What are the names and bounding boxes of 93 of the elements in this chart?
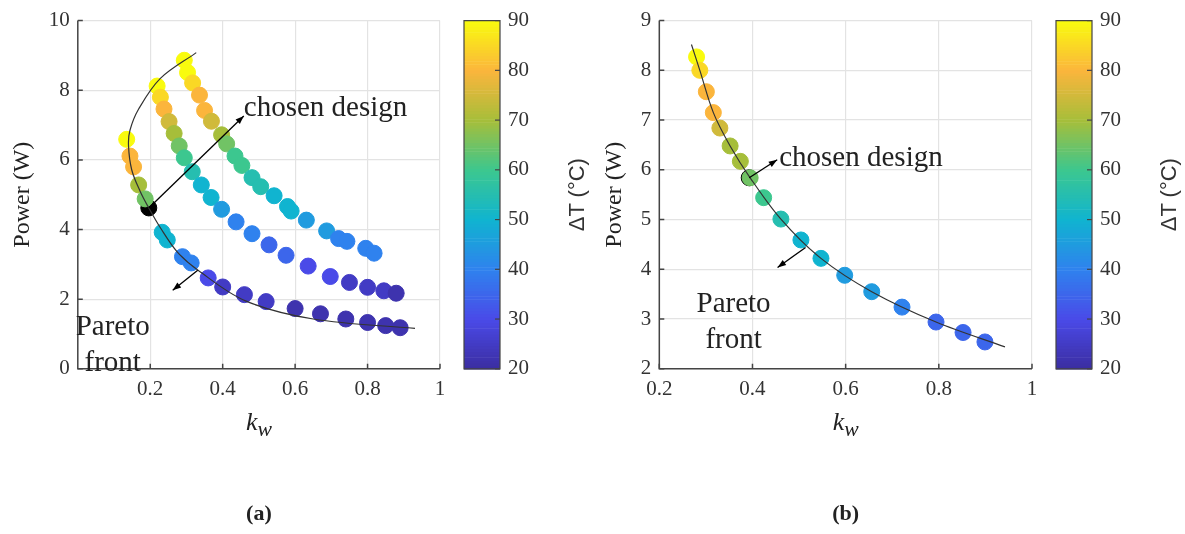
color-bar-label: 60 bbox=[1100, 156, 1121, 181]
point bbox=[125, 158, 143, 176]
point bbox=[192, 176, 210, 194]
point bbox=[721, 137, 739, 155]
color-bar-label: 50 bbox=[508, 206, 529, 231]
y-tick-label: 10 bbox=[48, 7, 70, 32]
annotation: chosen design bbox=[243, 89, 408, 122]
color-bar-label: 60 bbox=[508, 156, 529, 181]
point bbox=[359, 313, 377, 331]
y-tick-label: 8 bbox=[640, 56, 652, 81]
y-tick-label: 5 bbox=[640, 206, 652, 231]
point bbox=[118, 130, 136, 148]
point bbox=[136, 190, 154, 208]
x-tick-label: 0.8 bbox=[925, 375, 952, 400]
x-tick-label: 0.8 bbox=[354, 375, 381, 400]
point bbox=[731, 152, 749, 170]
point bbox=[183, 163, 201, 181]
point bbox=[927, 313, 945, 331]
color-bar-label: 80 bbox=[508, 56, 529, 81]
point bbox=[311, 305, 329, 323]
y-tick-label: 9 bbox=[640, 7, 652, 32]
point bbox=[233, 156, 251, 174]
y-axis-title: Power (W) bbox=[599, 141, 626, 248]
text: (a) bbox=[246, 500, 272, 526]
point bbox=[365, 244, 383, 262]
y-tick-label: 2 bbox=[59, 285, 70, 310]
color-bar-label: 30 bbox=[508, 305, 529, 330]
point bbox=[297, 211, 315, 229]
y-tick-label: 0 bbox=[59, 355, 70, 380]
point bbox=[158, 231, 176, 249]
point bbox=[338, 232, 356, 250]
y-tick-label: 6 bbox=[59, 146, 70, 171]
color-bar-label: 90 bbox=[1100, 7, 1121, 32]
point bbox=[697, 83, 715, 101]
color-bar-label: 70 bbox=[1100, 106, 1121, 131]
y-tick-label: 3 bbox=[640, 305, 652, 330]
point bbox=[321, 268, 339, 286]
x-tick-label: 0.6 bbox=[832, 375, 859, 400]
x-tick-label: 0.4 bbox=[209, 375, 237, 400]
y-axis-title: Power (W) bbox=[7, 141, 34, 248]
point bbox=[202, 188, 220, 206]
color-bar-title: ΔT (°C) bbox=[564, 158, 590, 232]
color-bar-label: 20 bbox=[508, 355, 529, 380]
x-tick-label: 0.6 bbox=[281, 375, 309, 400]
annotation: Pareto front bbox=[696, 286, 771, 355]
point bbox=[863, 283, 881, 301]
y-tick-label: 6 bbox=[640, 156, 652, 181]
point bbox=[286, 300, 304, 318]
color-bar-label: 80 bbox=[1100, 56, 1121, 81]
point bbox=[277, 246, 295, 264]
point bbox=[299, 257, 317, 275]
point bbox=[191, 86, 208, 104]
point bbox=[954, 323, 972, 341]
color-bar-label: 90 bbox=[508, 7, 529, 32]
point bbox=[359, 278, 377, 296]
point bbox=[318, 222, 336, 240]
point bbox=[213, 200, 231, 218]
point bbox=[184, 74, 202, 92]
annotation: chosen design bbox=[779, 139, 944, 172]
point bbox=[260, 236, 278, 254]
x-tick-label: 1 bbox=[1026, 375, 1038, 400]
y-tick-label: 4 bbox=[59, 216, 71, 241]
point bbox=[218, 135, 236, 153]
point bbox=[691, 61, 709, 79]
color-bar-label: 20 bbox=[1100, 355, 1121, 380]
point bbox=[202, 112, 220, 130]
point bbox=[155, 100, 173, 118]
color-bar-label: 30 bbox=[1100, 305, 1121, 330]
point bbox=[175, 149, 193, 167]
line-series bbox=[690, 43, 1006, 348]
x-axis-title: k$_{w}$ bbox=[245, 406, 272, 442]
point bbox=[391, 319, 409, 337]
x-tick-label: 0.2 bbox=[137, 375, 164, 400]
point bbox=[252, 178, 270, 196]
point bbox=[340, 273, 358, 291]
color-bar-label: 70 bbox=[508, 106, 529, 131]
text: (b) bbox=[832, 500, 860, 526]
x-tick-label: 0.4 bbox=[739, 375, 767, 400]
color-bar-label: 50 bbox=[1100, 206, 1121, 231]
point bbox=[165, 124, 183, 142]
point bbox=[265, 187, 283, 205]
point bbox=[337, 310, 355, 328]
color-bar-label: 40 bbox=[1100, 255, 1121, 280]
point bbox=[282, 202, 300, 220]
color-bar-title: ΔT (°C) bbox=[1156, 158, 1182, 232]
y-tick-label: 4 bbox=[640, 255, 652, 280]
point bbox=[976, 333, 994, 351]
x-tick-label: 1 bbox=[434, 375, 446, 400]
point bbox=[711, 119, 729, 137]
color-bar-label: 40 bbox=[508, 255, 529, 280]
x-axis-title: k$_{w}$ bbox=[832, 406, 859, 442]
y-tick-label: 7 bbox=[640, 106, 652, 131]
y-tick-label: 8 bbox=[59, 76, 70, 101]
